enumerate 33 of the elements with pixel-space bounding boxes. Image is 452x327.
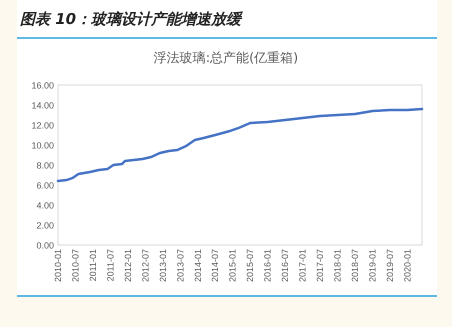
x-tick-label: 2011-01 <box>88 249 98 282</box>
y-tick-label: 6.00 <box>36 180 54 190</box>
x-tick-label: 2014-01 <box>192 249 203 282</box>
x-tick-label: 2013-01 <box>158 249 168 282</box>
line-series <box>56 108 424 182</box>
y-tick-label: 4.00 <box>36 200 54 210</box>
x-tick-label: 2010-01 <box>53 249 63 282</box>
x-tick-label: 2015-01 <box>228 249 238 282</box>
x-tick-label: 2018-01 <box>332 249 343 282</box>
x-tick-label: 2017-01 <box>298 249 308 282</box>
x-tick-label: 2014-07 <box>210 249 220 282</box>
x-tick-label: 2018-07 <box>350 249 360 282</box>
x-tick-label: 2012-07 <box>140 249 150 282</box>
x-tick-label: 2012-01 <box>122 249 133 282</box>
x-tick-label: 2020-01 <box>402 249 412 282</box>
chart-subtitle: 浮法玻璃:总产能(亿重箱) <box>154 51 298 66</box>
x-tick-label: 2011-07 <box>105 249 116 282</box>
x-tick-label: 2019-01 <box>367 249 378 282</box>
x-tick-label: 2013-07 <box>175 249 186 282</box>
y-tick-label: 2.00 <box>36 220 54 230</box>
y-tick-label: 10.00 <box>31 140 54 150</box>
y-tick-label: 16.00 <box>31 80 54 90</box>
x-tick-label: 2010-07 <box>70 249 80 282</box>
x-tick-label: 2015-07 <box>245 249 256 282</box>
y-tick-label: 8.00 <box>36 160 54 170</box>
y-tick-label: 14.00 <box>31 100 54 110</box>
x-tick-label: 2016-07 <box>280 249 290 282</box>
x-tick-label: 2016-01 <box>262 249 273 282</box>
x-tick-label: 2017-07 <box>315 249 326 282</box>
x-tick-label: 2019-07 <box>384 249 395 282</box>
y-tick-label: 0.00 <box>36 240 54 250</box>
y-tick-label: 12.00 <box>31 120 54 130</box>
chart-title: 图表 10：玻璃设计产能增速放缓 <box>20 10 244 28</box>
